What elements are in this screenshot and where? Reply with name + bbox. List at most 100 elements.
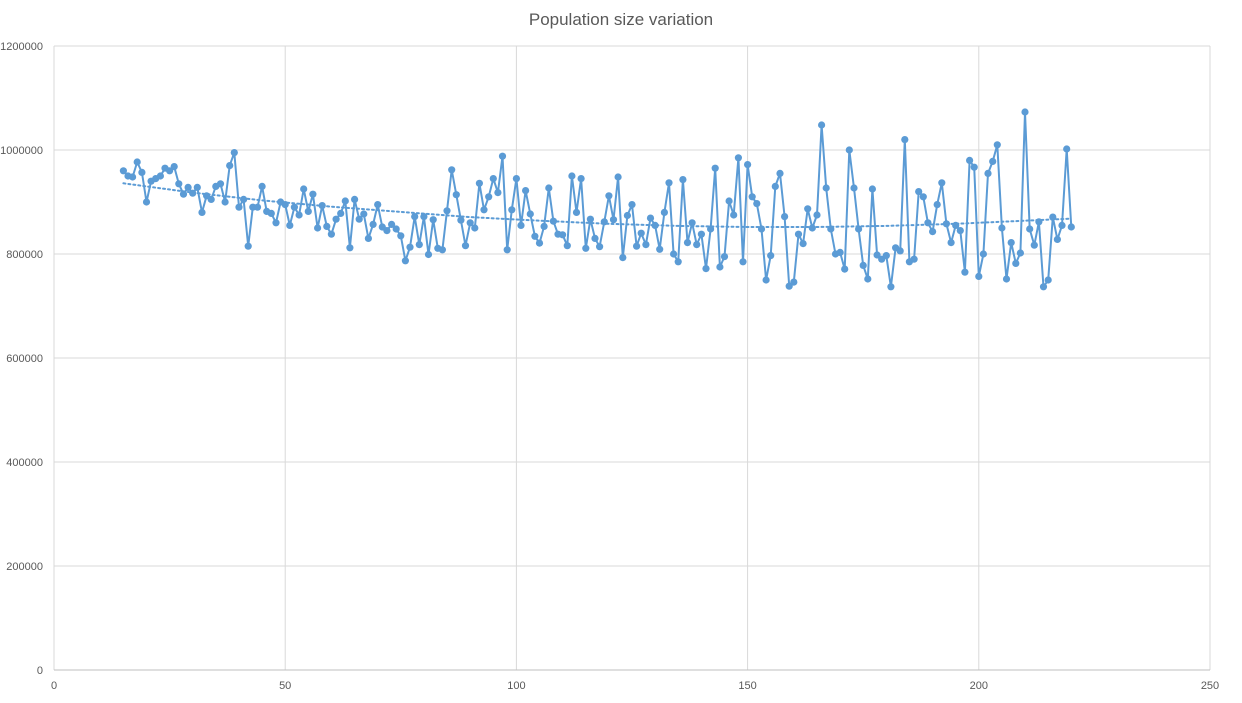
- data-point: [461, 242, 470, 250]
- data-point: [498, 152, 507, 160]
- data-point: [771, 182, 779, 190]
- data-point: [1058, 221, 1066, 229]
- data-point: [1016, 249, 1024, 257]
- chart-title: Population size variation: [528, 10, 714, 29]
- data-point: [175, 180, 183, 188]
- data-point: [711, 164, 719, 172]
- data-point: [966, 156, 974, 164]
- data-point: [383, 227, 391, 235]
- data-point: [896, 247, 904, 255]
- data-point: [522, 187, 530, 195]
- data-point: [286, 221, 294, 229]
- data-point: [1026, 225, 1034, 233]
- data-point: [864, 275, 872, 283]
- data-point: [572, 208, 581, 216]
- data-point: [230, 149, 238, 157]
- data-point: [633, 242, 641, 250]
- data-point: [466, 219, 474, 227]
- data-point: [790, 278, 798, 286]
- data-point: [683, 239, 692, 247]
- data-point: [253, 203, 262, 211]
- data-point: [1035, 218, 1043, 226]
- series-line: [122, 111, 1073, 288]
- data-point: [614, 173, 622, 181]
- data-point: [489, 175, 497, 183]
- data-point: [605, 192, 613, 200]
- data-point: [360, 210, 368, 218]
- data-point: [818, 121, 826, 129]
- data-point: [674, 258, 682, 266]
- data-point: [804, 205, 812, 213]
- data-point: [198, 208, 206, 216]
- data-point: [540, 222, 548, 230]
- data-point: [915, 188, 923, 196]
- data-point: [304, 207, 312, 215]
- data-point: [364, 234, 372, 242]
- data-point: [179, 190, 188, 198]
- data-point: [420, 213, 428, 221]
- data-point: [281, 201, 289, 209]
- data-point: [961, 268, 969, 276]
- data-point: [300, 185, 308, 193]
- data-point: [924, 219, 932, 227]
- data-point: [392, 225, 400, 233]
- data-point: [503, 246, 511, 254]
- data-point: [337, 209, 345, 217]
- data-point: [919, 193, 927, 201]
- data-point: [836, 248, 844, 256]
- data-point: [609, 216, 618, 224]
- data-point: [882, 252, 890, 260]
- data-point: [563, 242, 571, 250]
- data-point: [508, 206, 516, 214]
- data-point: [156, 172, 164, 180]
- data-point: [327, 230, 335, 238]
- data-point: [656, 245, 664, 253]
- data-point: [776, 169, 784, 177]
- data-point: [216, 180, 225, 188]
- data-point: [559, 231, 567, 239]
- data-point: [887, 283, 895, 291]
- data-point: [808, 224, 816, 232]
- data-point: [568, 172, 576, 180]
- data-point: [346, 244, 354, 252]
- data-point: [1044, 276, 1052, 284]
- data-point: [688, 219, 696, 227]
- x-tick-label: 200: [970, 680, 988, 692]
- data-point: [693, 241, 701, 249]
- data-point: [753, 200, 761, 208]
- data-point: [448, 166, 456, 174]
- data-point: [189, 189, 197, 197]
- data-point: [725, 197, 733, 205]
- x-tick-label: 100: [507, 680, 525, 692]
- data-point: [290, 203, 298, 211]
- x-tick-label: 0: [51, 680, 57, 692]
- data-point: [314, 224, 322, 232]
- data-point: [351, 195, 359, 203]
- data-point: [244, 242, 252, 250]
- data-point: [545, 184, 553, 192]
- data-point: [1049, 213, 1057, 221]
- data-point: [822, 184, 830, 192]
- data-point: [1021, 108, 1029, 116]
- data-point: [637, 229, 645, 237]
- data-point: [697, 230, 706, 238]
- data-point: [494, 189, 502, 197]
- data-point: [129, 173, 137, 181]
- data-point: [517, 221, 525, 229]
- data-point: [332, 215, 340, 223]
- gridlines: [53, 45, 1211, 671]
- data-point: [512, 175, 521, 183]
- data-point: [207, 195, 215, 203]
- data-point: [947, 239, 955, 247]
- data-point: [998, 224, 1006, 232]
- data-point: [642, 241, 650, 249]
- data-point: [952, 221, 960, 229]
- data-point: [193, 183, 201, 191]
- data-point: [226, 162, 234, 170]
- data-point: [221, 198, 229, 206]
- data-point: [646, 214, 655, 222]
- data-point: [744, 161, 752, 169]
- data-point: [868, 185, 877, 193]
- data-point: [406, 243, 414, 251]
